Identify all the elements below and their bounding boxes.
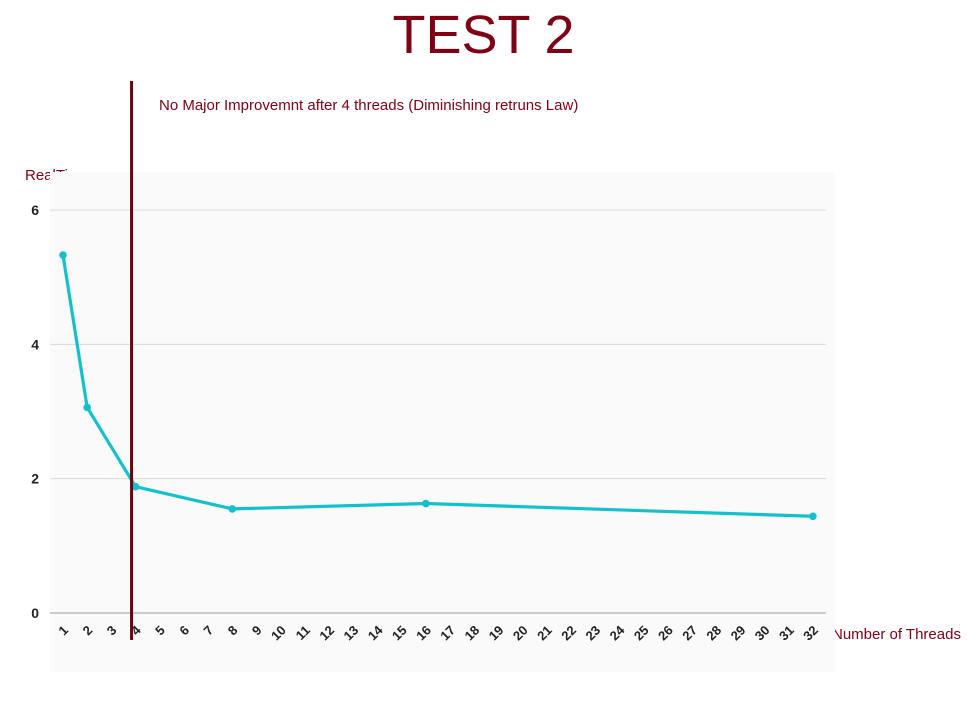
chart-title: TEST 2: [392, 5, 575, 65]
y-tick-label: 6: [31, 202, 39, 218]
data-point: [422, 499, 430, 508]
series-group: [59, 251, 817, 521]
y-tick-label: 4: [31, 336, 39, 352]
data-point: [228, 505, 237, 513]
data-point: [59, 251, 67, 259]
series-line: [61, 254, 813, 518]
y-tick-labels: 0 2 4 6: [31, 202, 39, 621]
data-point: [83, 403, 91, 412]
plot-background: [50, 172, 835, 672]
chart-annotation: No Major Improvemnt after 4 threads (Dim…: [159, 97, 579, 114]
grid-lines: [50, 209, 826, 614]
data-point: [131, 482, 140, 491]
x-axis-label: Number of Threads: [832, 626, 961, 643]
data-point: [809, 512, 817, 521]
y-tick-label: 2: [31, 471, 39, 487]
y-tick-label: 0: [31, 605, 39, 621]
